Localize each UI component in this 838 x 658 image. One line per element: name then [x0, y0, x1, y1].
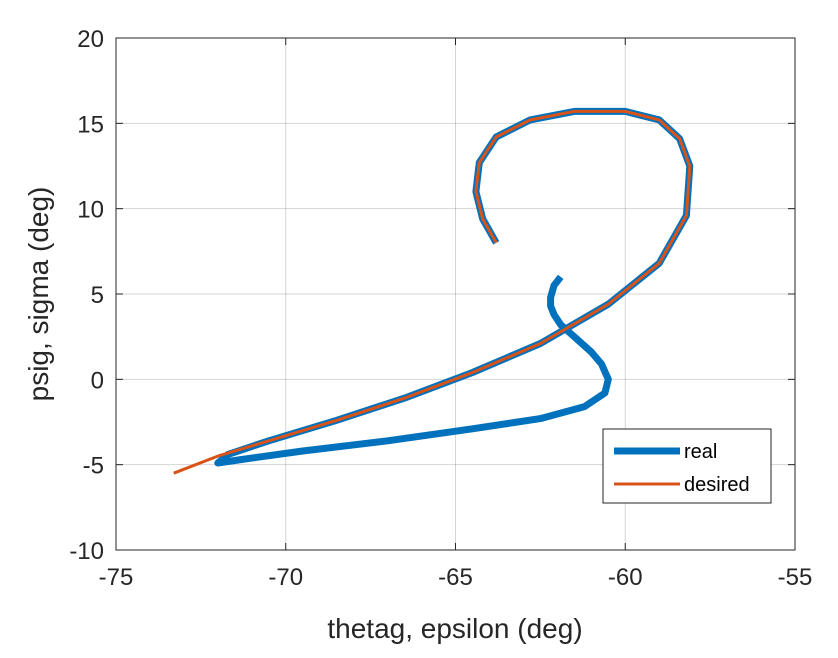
- y-tick-label: 0: [91, 367, 104, 394]
- legend-label-desired: desired: [684, 474, 750, 496]
- y-tick-label: -5: [83, 453, 104, 480]
- y-tick-label: -10: [69, 538, 104, 565]
- legend: real desired: [602, 428, 772, 504]
- x-ticks: -75 -70 -65 -60 -55: [99, 38, 813, 591]
- x-tick-label: -70: [268, 564, 303, 591]
- legend-label-real: real: [684, 441, 717, 463]
- y-ticks: -10 -5 0 5 10 15 20: [69, 26, 795, 565]
- y-tick-label: 15: [77, 111, 104, 138]
- x-tick-label: -65: [438, 564, 473, 591]
- series-line-real: [214, 107, 694, 467]
- legend-box: [602, 428, 772, 504]
- x-axis-label: thetag, epsilon (deg): [327, 613, 582, 644]
- y-tick-label: 20: [77, 26, 104, 53]
- x-tick-label: -55: [778, 564, 813, 591]
- x-tick-label: -75: [99, 564, 134, 591]
- y-axis-label: psig, sigma (deg): [23, 187, 54, 402]
- x-tick-label: -60: [608, 564, 643, 591]
- series-line-desired: [173, 109, 692, 475]
- y-tick-label: 10: [77, 197, 104, 224]
- y-tick-label: 5: [91, 282, 104, 309]
- series-layer: [173, 107, 694, 475]
